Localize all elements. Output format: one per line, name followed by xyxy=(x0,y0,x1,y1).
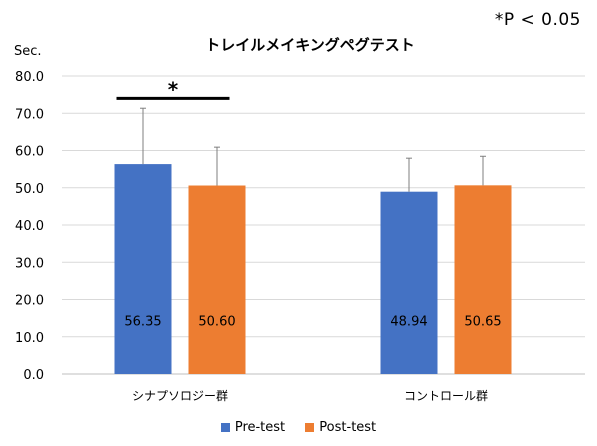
legend-item-pre: Pre-test xyxy=(220,420,286,435)
legend-swatch-post xyxy=(305,423,315,432)
bar xyxy=(380,191,438,374)
y-tick-label: 70.0 xyxy=(15,107,44,122)
legend-label-post: Post-test xyxy=(319,420,377,435)
y-tick-label: 60.0 xyxy=(15,145,44,160)
data-label: 50.60 xyxy=(198,315,235,330)
bar xyxy=(188,185,246,374)
legend-swatch-pre xyxy=(220,423,230,432)
bar xyxy=(454,185,512,374)
data-label: 50.65 xyxy=(464,315,501,330)
significance-star: * xyxy=(168,77,179,101)
legend-item-post: Post-test xyxy=(305,420,376,435)
legend-label-pre: Pre-test xyxy=(234,420,286,435)
y-tick-label: 0.0 xyxy=(23,368,44,383)
legend: Pre-test Post-test xyxy=(0,420,597,436)
y-tick-label: 40.0 xyxy=(15,219,44,234)
data-label: 48.94 xyxy=(390,315,427,330)
category-label: シナプソロジー群 xyxy=(132,389,228,403)
y-axis-unit: Sec. xyxy=(14,44,42,59)
data-label: 56.35 xyxy=(124,315,161,330)
y-tick-label: 10.0 xyxy=(15,331,44,346)
y-tick-label: 80.0 xyxy=(15,70,44,85)
y-tick-label: 50.0 xyxy=(15,182,44,197)
category-label: コントロール群 xyxy=(404,389,488,403)
chart-title: トレイルメイキングペグテスト xyxy=(205,36,415,54)
bar xyxy=(114,164,172,374)
y-tick-label: 30.0 xyxy=(15,256,44,271)
significance-note: *P < 0.05 xyxy=(494,10,581,30)
y-tick-label: 20.0 xyxy=(15,294,44,309)
